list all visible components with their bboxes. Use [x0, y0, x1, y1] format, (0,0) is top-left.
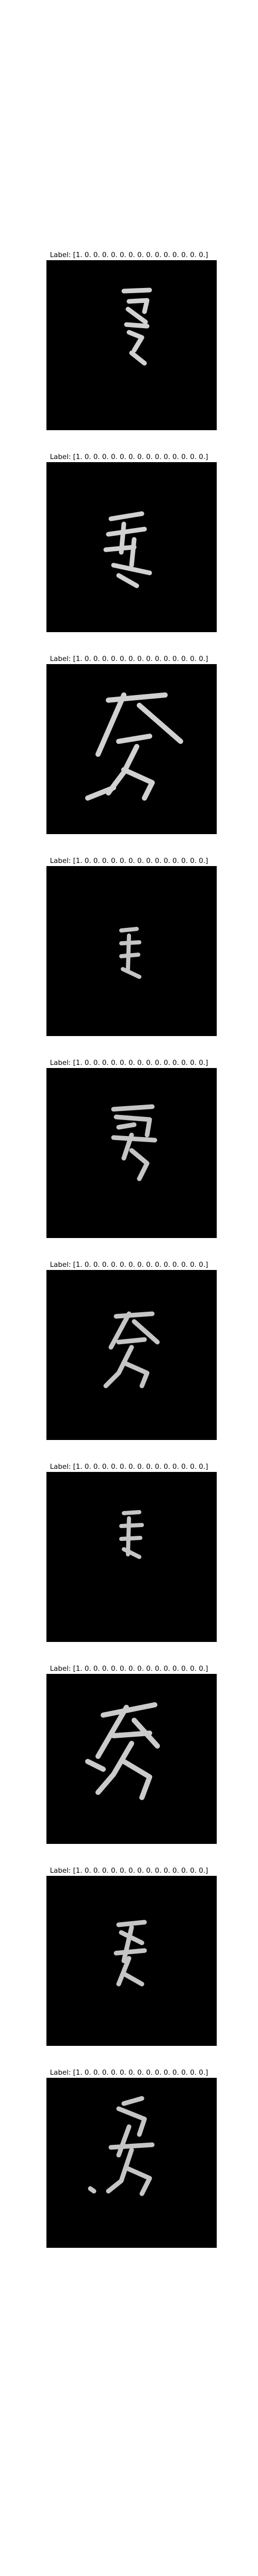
panel-title: Label: [1. 0. 0. 0. 0. 0. 0. 0. 0. 0. 0.… — [50, 857, 208, 865]
panel-title: Label: [1. 0. 0. 0. 0. 0. 0. 0. 0. 0. 0.… — [50, 453, 208, 461]
glyph-strokes — [119, 1510, 144, 1559]
panel-title: Label: [1. 0. 0. 0. 0. 0. 0. 0. 0. 0. 0.… — [50, 655, 208, 663]
panel-title: Label: [1. 0. 0. 0. 0. 0. 0. 0. 0. 0. 0.… — [50, 2069, 208, 2077]
handwritten-glyph-image — [46, 1472, 217, 1642]
glyph-strokes — [103, 1311, 160, 1388]
panel-title: Label: [1. 0. 0. 0. 0. 0. 0. 0. 0. 0. 0.… — [50, 1463, 208, 1471]
glyph-strokes — [85, 692, 183, 801]
panel-title: Label: [1. 0. 0. 0. 0. 0. 0. 0. 0. 0. 0.… — [50, 1059, 208, 1067]
glyph-strokes — [119, 927, 141, 979]
glyph-strokes — [88, 2096, 155, 2196]
glyph-strokes — [85, 1702, 160, 1800]
handwritten-glyph-image — [46, 866, 217, 1036]
panel-title: Label: [1. 0. 0. 0. 0. 0. 0. 0. 0. 0. 0.… — [50, 1261, 208, 1269]
handwritten-glyph-image — [46, 462, 217, 632]
handwritten-glyph-image — [46, 1068, 217, 1238]
panel-title: Label: [1. 0. 0. 0. 0. 0. 0. 0. 0. 0. 0.… — [50, 251, 208, 259]
handwritten-glyph-image — [46, 664, 217, 834]
handwritten-glyph-image — [46, 1674, 217, 1844]
panel-title: Label: [1. 0. 0. 0. 0. 0. 0. 0. 0. 0. 0.… — [50, 1867, 208, 1875]
handwritten-glyph-image — [46, 1876, 217, 2046]
glyph-strokes — [114, 1920, 147, 1987]
glyph-strokes — [121, 287, 152, 366]
handwritten-glyph-image — [46, 260, 217, 430]
panel-title: Label: [1. 0. 0. 0. 0. 0. 0. 0. 0. 0. 0.… — [50, 1665, 208, 1673]
glyph-strokes — [103, 511, 152, 588]
handwritten-glyph-image — [46, 2078, 217, 2248]
glyph-strokes — [111, 1104, 157, 1181]
handwritten-glyph-image — [46, 1270, 217, 1440]
